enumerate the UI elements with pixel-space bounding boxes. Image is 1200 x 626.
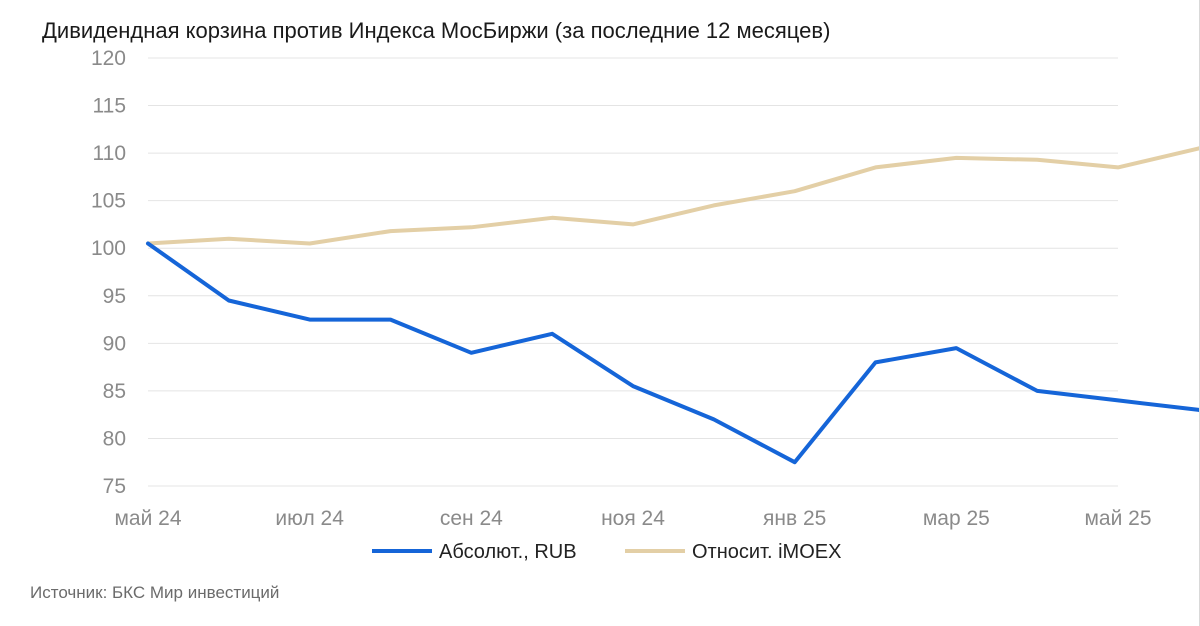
y-tick-label: 85	[103, 380, 126, 403]
series-lines	[146, 145, 1200, 465]
gridlines	[148, 57, 1118, 487]
y-tick-label: 110	[93, 142, 126, 165]
y-tick-label: 120	[91, 47, 126, 70]
chart-title: Дивидендная корзина против Индекса МосБи…	[42, 18, 831, 43]
x-tick-label: сен 24	[440, 507, 503, 530]
legend-label: Относит. iMOEX	[692, 541, 841, 563]
x-tick-label: ноя 24	[601, 507, 665, 530]
y-tick-label: 75	[103, 475, 126, 498]
y-tick-label: 90	[103, 332, 126, 355]
x-axis-ticks: май 24 июл 24 сен 24 ноя 24 янв 25 мар 25 май …	[114, 507, 1151, 530]
series-line	[146, 241, 1200, 465]
y-tick-label: 95	[103, 285, 126, 308]
x-tick-label: июл 24	[275, 507, 344, 530]
series-line	[146, 145, 1200, 246]
y-axis-ticks: 75 80 85 90 95 100 105 110 115 120	[91, 47, 126, 498]
y-tick-label: 115	[93, 95, 126, 118]
legend: Абсолют., RUB Относит. iMOEX	[372, 541, 841, 563]
source-note: Источник: БКС Мир инвестиций	[30, 583, 280, 602]
x-tick-label: янв 25	[763, 507, 826, 530]
x-tick-label: май 25	[1084, 507, 1151, 530]
legend-label: Абсолют., RUB	[439, 541, 577, 563]
x-tick-label: май 24	[114, 507, 181, 530]
y-tick-label: 100	[91, 237, 126, 260]
y-tick-label: 105	[91, 190, 126, 213]
y-tick-label: 80	[103, 427, 126, 450]
x-tick-label: мар 25	[923, 507, 990, 530]
